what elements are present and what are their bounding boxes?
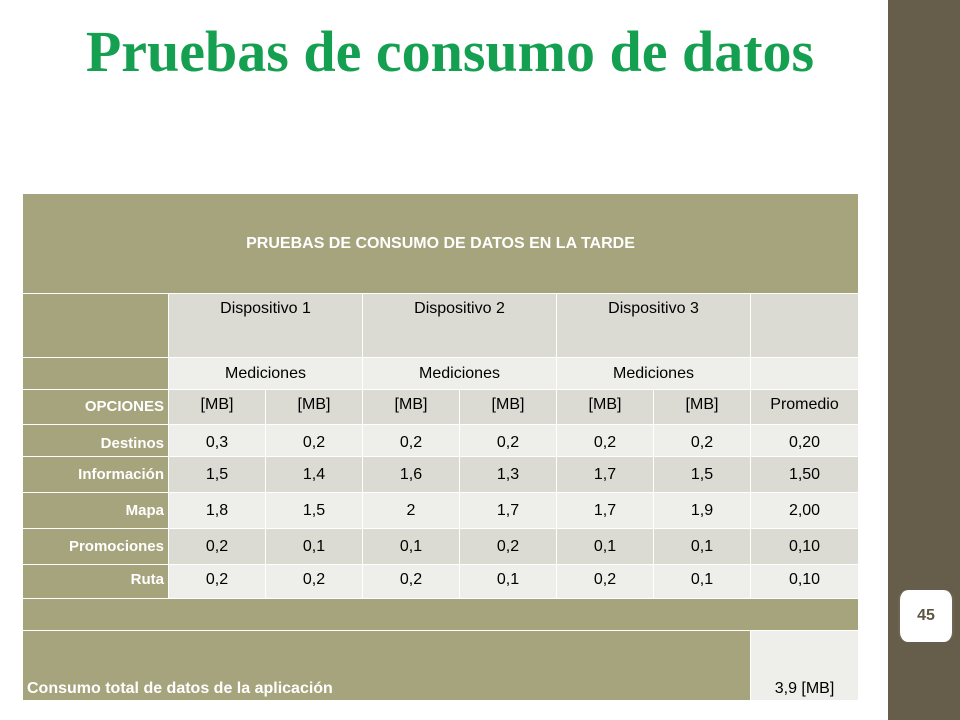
row-label: Mapa	[22, 492, 169, 529]
table-cell: 1,6	[362, 456, 460, 493]
measurement-header: Mediciones	[556, 357, 751, 390]
table-cell: 0,2	[362, 564, 460, 599]
empty-cell	[22, 293, 169, 358]
table-row: Destinos 0,3 0,2 0,2 0,2 0,2 0,2 0,20	[22, 424, 860, 457]
table-cell: 0,1	[362, 528, 460, 565]
empty-cell	[22, 357, 169, 390]
total-value: 3,9 [MB]	[749, 630, 860, 701]
row-label: Información	[22, 456, 169, 493]
table-cell: 0,2	[556, 564, 654, 599]
table-row: Información 1,5 1,4 1,6 1,3 1,7 1,5 1,50	[22, 456, 860, 493]
table-cell: 0,1	[653, 528, 751, 565]
table-cell: 2	[362, 492, 460, 529]
table-cell: 1,7	[556, 492, 654, 529]
table-cell: 1,5	[265, 492, 363, 529]
average-cell: 0,10	[749, 564, 860, 599]
data-consumption-table: PRUEBAS DE CONSUMO DE DATOS EN LA TARDE …	[21, 193, 860, 701]
table-row: Mapa 1,8 1,5 2 1,7 1,7 1,9 2,00	[22, 492, 860, 529]
average-cell: 0,20	[749, 424, 860, 457]
table-cell: 1,4	[265, 456, 363, 493]
unit-header: [MB]	[459, 389, 557, 425]
row-label: Promociones	[22, 528, 169, 565]
page-number: 45	[898, 590, 954, 642]
table-cell: 0,2	[459, 424, 557, 457]
slide-title: Pruebas de consumo de datos	[85, 19, 815, 84]
table-cell: 0,2	[459, 528, 557, 565]
average-cell: 0,10	[749, 528, 860, 565]
device-row: Dispositivo 1 Dispositivo 2 Dispositivo …	[22, 293, 860, 358]
device-header: Dispositivo 1	[168, 293, 363, 358]
caption-row: PRUEBAS DE CONSUMO DE DATOS EN LA TARDE	[21, 193, 860, 294]
table-cell: 0,1	[556, 528, 654, 565]
device-header: Dispositivo 3	[556, 293, 751, 358]
device-header: Dispositivo 2	[362, 293, 557, 358]
table-caption: PRUEBAS DE CONSUMO DE DATOS EN LA TARDE	[21, 193, 860, 294]
average-cell: 2,00	[749, 492, 860, 529]
table-cell: 0,1	[459, 564, 557, 599]
table-cell: 0,2	[362, 424, 460, 457]
spacer-row	[21, 598, 860, 631]
table-cell: 0,1	[265, 528, 363, 565]
table-cell: 1,8	[168, 492, 266, 529]
table-cell: 0,2	[168, 564, 266, 599]
options-header: OPCIONES	[22, 389, 169, 425]
table-cell: 0,1	[653, 564, 751, 599]
unit-header: [MB]	[265, 389, 363, 425]
table-cell: 1,9	[653, 492, 751, 529]
table-cell: 0,2	[653, 424, 751, 457]
measurement-row: Mediciones Mediciones Mediciones	[22, 357, 860, 390]
table-cell: 0,2	[168, 528, 266, 565]
unit-header: [MB]	[168, 389, 266, 425]
measurement-header: Mediciones	[362, 357, 557, 390]
table-cell: 0,2	[556, 424, 654, 457]
unit-row: OPCIONES [MB] [MB] [MB] [MB] [MB] [MB] P…	[22, 389, 860, 425]
spacer-cell	[21, 598, 860, 631]
row-label: Destinos	[22, 424, 169, 457]
table-cell: 0,2	[265, 424, 363, 457]
table-row: Promociones 0,2 0,1 0,1 0,2 0,1 0,1 0,10	[22, 528, 860, 565]
table-cell: 0,2	[265, 564, 363, 599]
table-cell: 1,3	[459, 456, 557, 493]
table-cell: 0,3	[168, 424, 266, 457]
table-row: Ruta 0,2 0,2 0,2 0,1 0,2 0,1 0,10	[22, 564, 860, 599]
unit-header: [MB]	[556, 389, 654, 425]
unit-header: [MB]	[653, 389, 751, 425]
row-label: Ruta	[22, 564, 169, 599]
average-cell: 1,50	[749, 456, 860, 493]
table-cell: 1,7	[459, 492, 557, 529]
table-cell: 1,5	[168, 456, 266, 493]
empty-cell	[749, 357, 860, 390]
total-label: Consumo total de datos de la aplicación	[22, 630, 751, 701]
table-cell: 1,5	[653, 456, 751, 493]
average-header: Promedio	[749, 389, 860, 425]
total-row: Consumo total de datos de la aplicación …	[22, 630, 860, 701]
empty-cell	[749, 293, 860, 358]
table-cell: 1,7	[556, 456, 654, 493]
measurement-header: Mediciones	[168, 357, 363, 390]
unit-header: [MB]	[362, 389, 460, 425]
